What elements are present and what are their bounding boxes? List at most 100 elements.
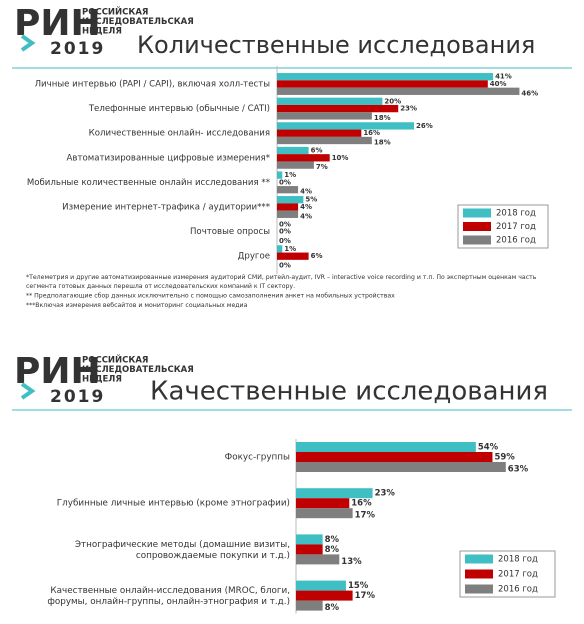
bar <box>277 196 304 204</box>
bar <box>277 186 299 194</box>
bar <box>277 129 362 137</box>
bar <box>296 554 340 565</box>
bar <box>277 252 309 260</box>
value-label: 16% <box>351 499 372 509</box>
category-label: Другое <box>238 252 270 262</box>
value-label: 5% <box>305 196 317 204</box>
bar <box>296 462 506 472</box>
bar <box>277 203 299 211</box>
text-line: ИССЛЕДОВАТЕЛЬСКАЯ <box>82 17 194 27</box>
legend-swatch <box>463 208 491 218</box>
value-label: 40% <box>490 80 507 88</box>
value-label: 4% <box>300 188 312 196</box>
text-line: РОССИЙСКАЯ <box>82 5 148 17</box>
bar <box>277 104 399 113</box>
value-label: 7% <box>316 163 328 171</box>
footnote: *Телеметрия и другие автоматизированные … <box>26 273 537 290</box>
value-label: 1% <box>284 245 296 253</box>
value-label: 0% <box>279 178 291 186</box>
value-label: 59% <box>494 453 515 463</box>
legend-swatch <box>465 569 493 579</box>
text-line: Этнографические методы (домашние визиты, <box>75 539 290 549</box>
category-label: Почтовые опросы <box>190 227 270 237</box>
category-label: Мобильные количественные онлайн исследов… <box>27 178 271 188</box>
bar <box>296 600 323 611</box>
value-label: 23% <box>400 105 417 113</box>
legend-label: 2016 год <box>496 236 536 246</box>
value-label: 0% <box>279 228 291 236</box>
chart-title: Качественные исследования <box>150 377 548 407</box>
text-line: РОССИЙСКАЯ <box>82 353 148 365</box>
legend-label: 2018 год <box>498 555 538 565</box>
value-label: 6% <box>311 252 323 260</box>
value-label: 46% <box>521 89 538 97</box>
value-label: 0% <box>279 237 291 245</box>
value-label: 8% <box>325 545 340 555</box>
value-label: 0% <box>279 220 291 228</box>
value-label: 26% <box>416 122 433 130</box>
bar <box>277 97 383 105</box>
value-label: 16% <box>363 129 380 137</box>
category-label: Качественные онлайн-исследования (MROC, … <box>47 586 290 607</box>
bar <box>296 534 323 545</box>
value-label: 10% <box>332 154 349 162</box>
bar <box>277 87 520 95</box>
footnote: ** Предполагающие сбор данных исключител… <box>26 292 395 300</box>
value-label: 15% <box>348 581 369 591</box>
text-line: Качественные онлайн-исследования (MROC, … <box>50 586 290 596</box>
text-line: сегмента готовых данных перешла от иссле… <box>26 282 295 290</box>
bar <box>277 112 372 120</box>
bar <box>277 154 330 162</box>
value-label: 41% <box>495 73 512 81</box>
bar <box>277 245 283 253</box>
bar <box>277 210 299 218</box>
text-line: *Телеметрия и другие автоматизированные … <box>26 273 537 281</box>
value-label: 4% <box>300 203 312 211</box>
value-label: 18% <box>374 114 391 122</box>
bar <box>277 146 309 155</box>
value-label: 8% <box>325 535 340 545</box>
value-label: 13% <box>341 557 362 567</box>
bar <box>277 80 488 88</box>
logo-arrow <box>20 382 36 400</box>
bar <box>296 508 353 519</box>
value-label: 1% <box>284 171 296 179</box>
category-label: Измерение интернет-трафика / аудитории**… <box>62 203 271 213</box>
value-label: 8% <box>325 603 340 613</box>
legend-swatch <box>465 584 493 594</box>
bar <box>277 161 314 169</box>
logo: РИН <box>14 351 101 392</box>
value-label: 6% <box>311 147 323 155</box>
logo-subtitle: РОССИЙСКАЯ ИССЛЕДОВАТЕЛЬСКАЯ НЕДЕЛЯ <box>82 5 194 36</box>
text-line: НЕДЕЛЯ <box>82 374 122 384</box>
category-label: Глубинные личные интервью (кроме этногра… <box>57 499 290 509</box>
value-label: 17% <box>355 511 376 521</box>
legend-swatch <box>463 222 491 231</box>
bar <box>277 122 415 130</box>
value-label: 4% <box>300 212 312 220</box>
footnote: ***Включая измерения вебсайтов и монитор… <box>26 301 248 309</box>
logo-year: 2019 <box>50 39 105 59</box>
value-label: 63% <box>508 465 529 475</box>
logo: РИН <box>14 3 101 44</box>
legend-swatch <box>463 235 491 245</box>
bar <box>296 544 323 555</box>
category-label: Количественные онлайн- исследования <box>89 129 270 139</box>
legend-swatch <box>465 554 493 564</box>
bar <box>296 580 346 591</box>
logo-year: 2019 <box>50 387 105 407</box>
bar <box>296 452 493 462</box>
bar <box>296 498 350 509</box>
category-label: Телефонные интервью (обычные / CATI) <box>88 104 270 114</box>
bar <box>296 488 373 499</box>
legend-label: 2018 год <box>496 209 536 219</box>
legend-label: 2017 год <box>496 222 536 232</box>
value-label: 23% <box>375 489 396 499</box>
legend-label: 2017 год <box>498 570 538 580</box>
category-label: Фокус-группы <box>225 453 290 463</box>
logo-arrow <box>20 34 36 52</box>
value-label: 17% <box>355 591 376 601</box>
bar <box>277 136 372 145</box>
